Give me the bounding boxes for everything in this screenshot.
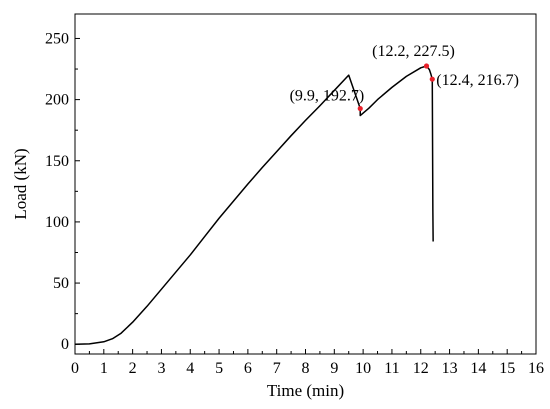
annotation-marker	[429, 76, 435, 82]
series-line-0	[74, 65, 434, 345]
annotation-marker	[357, 105, 363, 112]
annotation-marker	[423, 63, 430, 69]
x-tick-label: 16	[528, 360, 544, 377]
annotation-label: (12.2, 227.5)	[372, 43, 455, 60]
y-tick-label: 250	[45, 30, 69, 47]
x-axis-label: Time (min)	[267, 381, 344, 400]
x-axis-ticks: 0 1 2 3 4 5 6 7 8 9 10 11 12 13 14 15 16	[71, 349, 544, 377]
x-tick-label: 12	[413, 360, 429, 377]
annotation-label: (9.9, 192.7)	[290, 88, 365, 105]
y-tick-label: 50	[53, 275, 69, 292]
x-tick-label: 0	[71, 360, 79, 377]
x-tick-label: 14	[470, 360, 486, 377]
x-tick-label: 13	[442, 360, 458, 377]
x-tick-label: 10	[355, 360, 371, 377]
y-axis-label: Load (kN)	[11, 148, 30, 219]
x-tick-label: 9	[330, 360, 338, 377]
annotation-label: (12.4, 216.7)	[436, 72, 519, 89]
x-tick-label: 3	[157, 360, 165, 377]
x-tick-label: 11	[384, 360, 399, 377]
x-tick-label: 1	[100, 360, 108, 377]
x-tick-label: 15	[499, 360, 515, 377]
x-tick-label: 8	[302, 360, 310, 377]
y-axis-ticks: 0 50 100 150 200 250	[45, 30, 80, 353]
x-tick-label: 4	[186, 360, 194, 377]
y-tick-label: 0	[61, 336, 69, 353]
x-tick-label: 2	[129, 360, 137, 377]
plot-frame	[74, 13, 537, 355]
y-tick-label: 200	[45, 92, 69, 109]
series-layer	[74, 65, 434, 345]
y-tick-label: 150	[45, 153, 69, 170]
x-tick-label: 7	[273, 360, 281, 377]
annotation-layer: (9.9, 192.7) (12.2, 227.5) (12.4, 216.7)	[290, 43, 519, 112]
y-tick-label: 100	[45, 214, 69, 231]
x-tick-label: 6	[244, 360, 252, 377]
x-tick-label: 5	[215, 360, 223, 377]
